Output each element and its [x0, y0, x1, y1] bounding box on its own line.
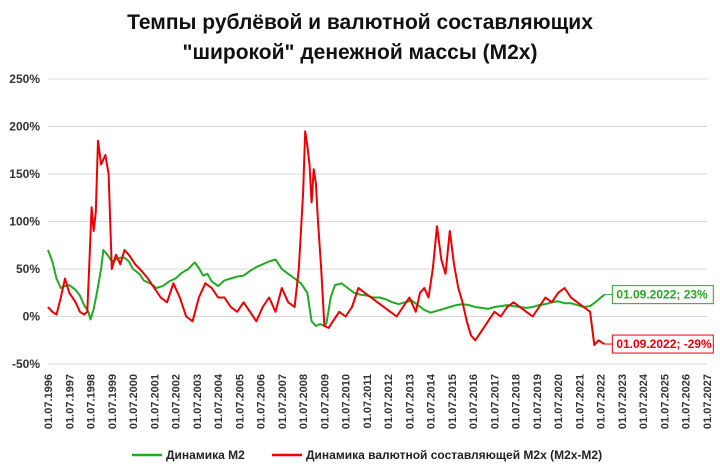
x-tick-label: 01.07.2025: [659, 374, 671, 429]
x-tick-label: 01.07.2007: [277, 374, 289, 429]
x-axis-tick-labels: 01.07.1996 01.07.1997 01.07.1998 01.07.1999…: [43, 373, 714, 429]
x-tick-label: 01.07.2003: [192, 374, 204, 429]
x-tick-label: 01.07.2000: [128, 374, 140, 429]
x-tick-label: 01.07.2021: [574, 374, 586, 429]
x-tick-label: 01.07.2027: [702, 374, 714, 429]
chart-title: Темпы рублёвой и валютной составляющих "…: [127, 11, 593, 64]
x-tick-label: 01.07.2024: [638, 373, 650, 429]
chart-title-line-2: "широкой" денежной массы (M2x): [183, 41, 538, 64]
x-tick-label: 01.07.2023: [617, 374, 629, 429]
x-tick-label: 01.07.1999: [107, 374, 119, 429]
y-tick-label: 0%: [23, 310, 41, 324]
x-tick-label: 01.07.1996: [43, 374, 55, 429]
x-tick-label: 01.07.2015: [447, 374, 459, 429]
legend: Динамика М2 Динамика валютной составляющ…: [132, 448, 602, 462]
x-tick-label: 01.07.2026: [681, 374, 693, 429]
series-lines: [47, 130, 605, 346]
legend-label-m2: Динамика М2: [166, 448, 245, 462]
annotation-m2-last: 01.09.2022; 23%: [616, 288, 708, 302]
chart-title-line-1: Темпы рублёвой и валютной составляющих: [127, 11, 593, 34]
x-tick-label: 01.07.2002: [171, 374, 183, 429]
x-tick-label: 01.07.2004: [213, 373, 225, 429]
x-tick-label: 01.07.2008: [298, 374, 310, 429]
annotation-currency-last: 01.09.2022; -29%: [616, 337, 712, 351]
x-tick-label: 01.07.2013: [404, 374, 416, 429]
y-tick-label: 200%: [9, 120, 40, 134]
x-tick-label: 01.07.2017: [489, 374, 501, 429]
y-axis-tick-labels: -50% 0% 50% 100% 150% 200% 250%: [9, 72, 40, 371]
x-tick-label: 01.07.2010: [341, 374, 353, 429]
y-tick-label: 250%: [9, 72, 40, 86]
x-tick-label: 01.07.2016: [468, 374, 480, 429]
x-tick-label: 01.07.2011: [362, 374, 374, 428]
x-tick-label: 01.07.2005: [234, 374, 246, 429]
x-tick-label: 01.07.2018: [511, 374, 523, 429]
y-tick-label: -50%: [12, 357, 40, 371]
legend-label-currency: Динамика валютной составляющей M2x (M2x-…: [306, 448, 602, 462]
y-tick-label: 100%: [9, 215, 40, 229]
x-tick-label: 01.07.2019: [532, 374, 544, 429]
x-tick-label: 01.07.2020: [553, 374, 565, 429]
annotations: 01.09.2022; 23% 01.09.2022; -29%: [604, 285, 714, 354]
x-tick-label: 01.07.2001: [149, 374, 161, 429]
y-tick-label: 50%: [16, 262, 40, 276]
x-tick-label: 01.07.2022: [596, 374, 608, 429]
gridlines: [48, 78, 707, 365]
y-tick-label: 150%: [9, 167, 40, 181]
x-tick-label: 01.07.1997: [64, 374, 76, 429]
x-tick-label: 01.07.2012: [383, 374, 395, 429]
series-line-m2: [47, 249, 605, 327]
x-tick-label: 01.07.1998: [86, 374, 98, 429]
x-tick-label: 01.07.2006: [256, 374, 268, 429]
annotation-box: [611, 334, 714, 354]
series-line-currency-component: [47, 130, 605, 346]
x-tick-label: 01.07.2014: [426, 373, 438, 429]
x-tick-label: 01.07.2009: [319, 374, 331, 429]
annotation-box: [611, 285, 714, 305]
